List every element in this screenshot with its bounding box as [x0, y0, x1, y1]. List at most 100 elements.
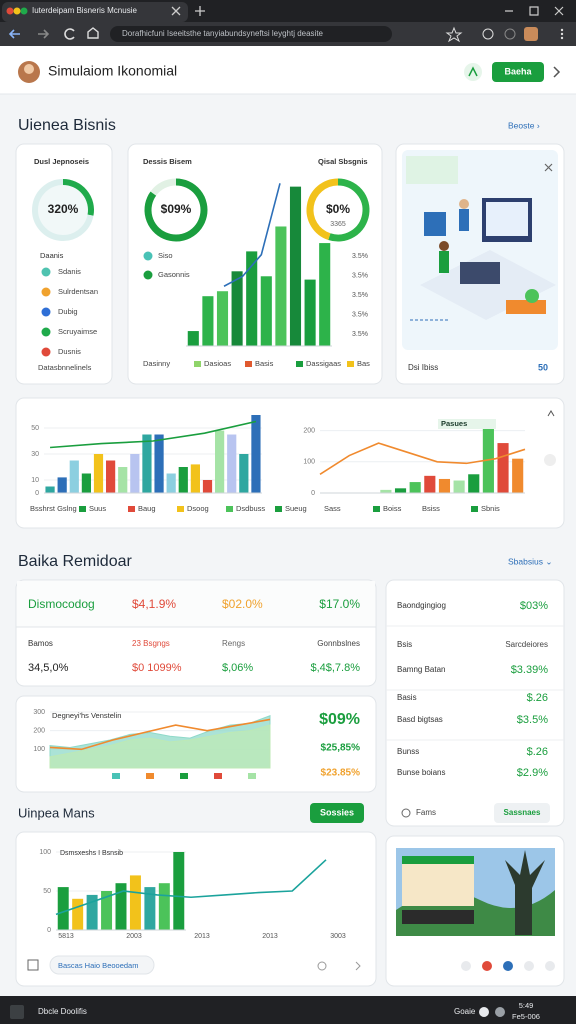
table-cell: $17.0%: [319, 597, 360, 611]
illustration-floor: [420, 250, 556, 320]
table-cell: $,4$,7.8%: [310, 662, 360, 674]
bar: [178, 467, 188, 493]
legend-label: Baug: [138, 504, 156, 513]
pager-dot[interactable]: [461, 961, 471, 971]
footer-chevron[interactable]: [355, 961, 361, 971]
list-label: Bunss: [397, 747, 419, 756]
donut-track: [33, 180, 93, 240]
link[interactable]: Fams: [416, 808, 436, 817]
table-cell: Dismocodog: [28, 597, 95, 611]
bar: [129, 875, 141, 930]
menu-icon[interactable]: [560, 32, 564, 36]
legend-label: Suus: [89, 504, 106, 513]
back-button[interactable]: [8, 29, 20, 39]
bar: [86, 894, 98, 930]
photo-banner-stripe: [402, 856, 474, 864]
pager-dot[interactable]: [524, 961, 534, 971]
x-tick-label: 5813: [58, 933, 74, 940]
badge: 50: [538, 362, 548, 372]
legend-swatch: [79, 506, 86, 512]
bar: [45, 486, 55, 493]
legend-swatch: [146, 773, 154, 779]
legend-swatch: [226, 506, 233, 512]
list-dot: [41, 307, 51, 317]
url-field[interactable]: [110, 26, 392, 42]
bookmark-icon[interactable]: [445, 26, 463, 43]
bar: [453, 480, 465, 493]
legend-label: Sass: [324, 504, 341, 513]
taskbar-label: Dbcle Doolifis: [38, 1007, 87, 1016]
home-button[interactable]: [87, 27, 99, 39]
list-item: Scruyaimse: [58, 327, 97, 336]
bar: [497, 443, 509, 493]
axis-label: 3.5%: [352, 311, 368, 318]
legend-swatch: [471, 506, 478, 512]
refresh-icon[interactable]: [401, 808, 411, 818]
footer-icon[interactable]: [27, 959, 39, 971]
notification-glyph: [468, 66, 478, 77]
pager-dot[interactable]: [503, 961, 513, 971]
expand-icon[interactable]: [547, 410, 555, 417]
pager-dot[interactable]: [482, 961, 492, 971]
table-cell: Bamos: [28, 639, 53, 648]
reload-button[interactable]: [64, 28, 75, 40]
stat-value: $09%: [319, 711, 360, 728]
donut-label: 320%: [48, 202, 79, 216]
chevron[interactable]: [553, 66, 561, 78]
photo-banner: [402, 856, 474, 906]
y-tick-label: 100: [33, 746, 45, 753]
list-dot: [41, 347, 51, 357]
y-tick-label: 50: [43, 888, 51, 895]
section-link[interactable]: Sbabsius ⌄: [508, 556, 552, 566]
bar: [190, 464, 200, 493]
annotation-bg: [438, 419, 496, 429]
table-cell: Gonnbslnes: [317, 639, 360, 648]
forward-button[interactable]: [38, 29, 50, 39]
new-tab[interactable]: [195, 6, 205, 16]
start-icon[interactable]: [10, 1005, 24, 1019]
axis-label: 3.5%: [352, 292, 368, 299]
profile-icon[interactable]: [524, 27, 538, 41]
button[interactable]: [310, 803, 364, 823]
close-icon[interactable]: [544, 163, 553, 172]
legend-label: Bas: [357, 359, 370, 368]
list-label: Basis: [397, 693, 417, 702]
pager-dot[interactable]: [545, 961, 555, 971]
taskbar-label: Goaie: [454, 1007, 476, 1016]
y-tick-label: 100: [303, 459, 315, 466]
section-link[interactable]: Beoste ›: [508, 120, 540, 130]
tab[interactable]: [2, 2, 188, 22]
trend-line: [223, 183, 281, 287]
illustration-person-body: [459, 209, 469, 231]
footer-icon[interactable]: [317, 961, 327, 971]
legend-label: Bsiss: [422, 504, 440, 513]
caption: Dsi Ibiss: [408, 363, 438, 372]
button[interactable]: [492, 62, 544, 82]
legend-label: Dasinny: [143, 359, 170, 368]
secondary-button[interactable]: [494, 803, 550, 823]
donut-label: $0%: [326, 202, 350, 216]
list-label: Bunse boians: [397, 768, 445, 777]
tab-title: Iuterdeipam Bisneris Mcnusie: [32, 6, 137, 15]
notification-icon[interactable]: [464, 63, 482, 81]
extension-icon[interactable]: [504, 28, 516, 40]
card: [385, 579, 565, 827]
legend-label: Sbnis: [481, 504, 500, 513]
tab-close[interactable]: [171, 6, 181, 16]
footer-pill[interactable]: [49, 955, 155, 975]
x-tick-label: 2003: [126, 933, 142, 940]
window-controls[interactable]: [505, 6, 564, 16]
extension-icon[interactable]: [482, 28, 494, 40]
y-tick-label: 100: [39, 849, 51, 856]
legend-swatch: [194, 361, 201, 367]
legend-label: Boiss: [383, 504, 402, 513]
bar: [394, 488, 407, 493]
bar: [202, 296, 214, 346]
legend-swatch: [128, 506, 135, 512]
bar: [215, 430, 225, 493]
clock-date: Fe5-006: [512, 1012, 540, 1021]
table-cell: $,06%: [222, 662, 253, 674]
section-title: Uinpea Mans: [18, 805, 95, 820]
list-label: Baondgingiog: [397, 601, 446, 610]
list-item: Sdanis: [58, 267, 81, 276]
